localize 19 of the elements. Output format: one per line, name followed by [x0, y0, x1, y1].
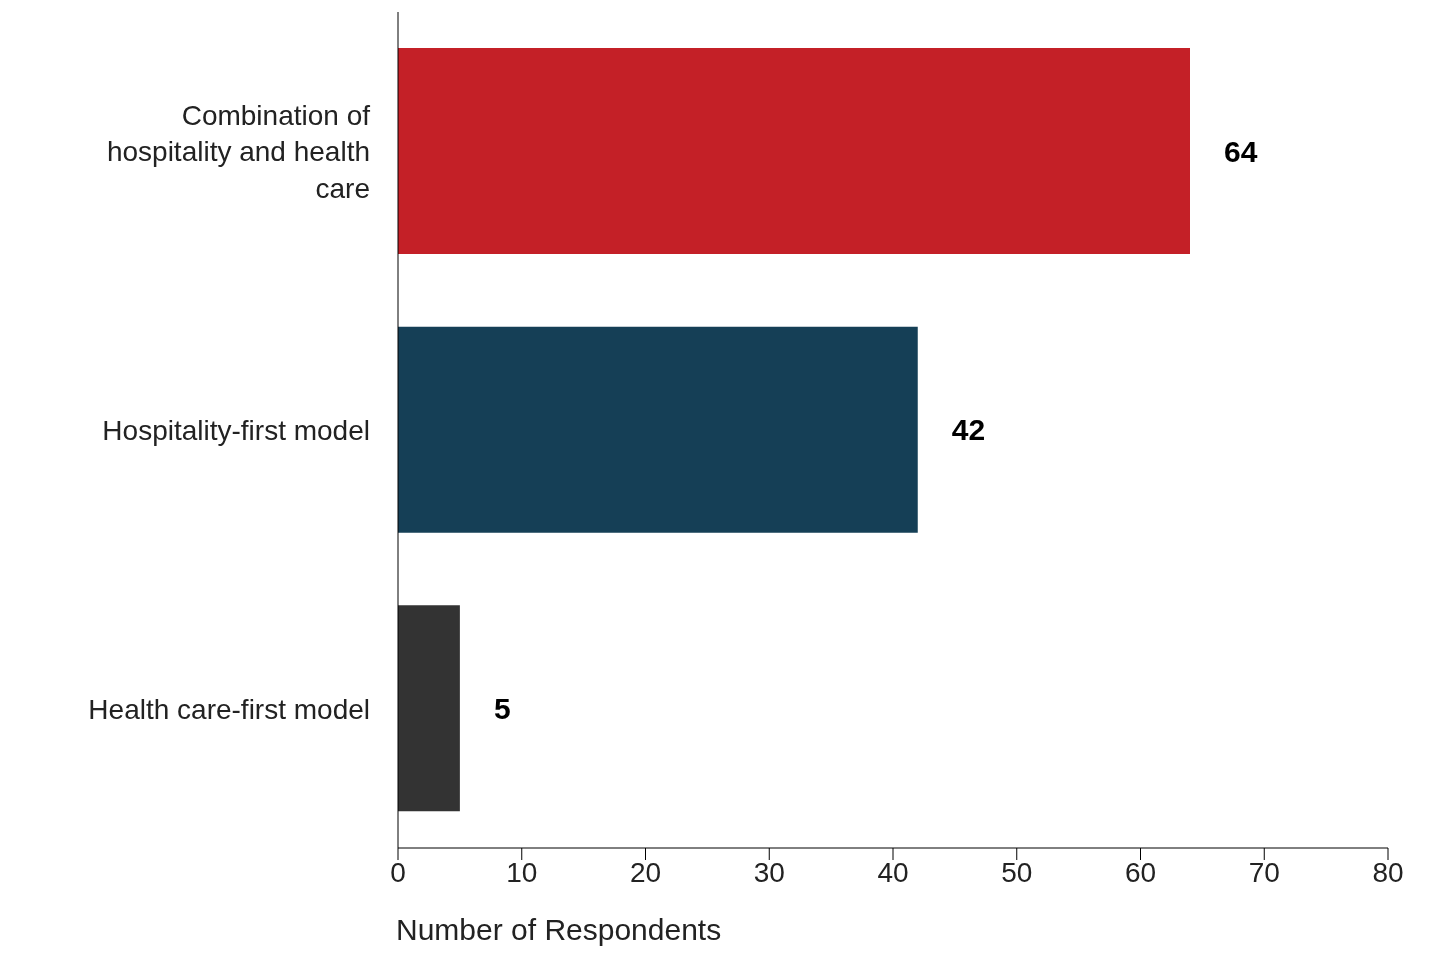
bar: [398, 605, 460, 812]
x-tick-label: 10: [506, 856, 538, 888]
x-tick-label: 60: [1124, 856, 1157, 888]
y-tick-label: Hospitality-first model: [102, 414, 370, 446]
bar: [398, 326, 918, 533]
x-tick-label: 80: [1372, 856, 1404, 888]
x-tick-label: 70: [1248, 856, 1280, 888]
data-label: 5: [493, 691, 511, 725]
y-tick-label: Health care-first model: [88, 693, 370, 725]
x-axis-title: Number of Respondents: [396, 913, 722, 946]
x-tick-label: 30: [753, 856, 785, 888]
x-tick-label: 40: [877, 856, 909, 888]
data-label: 42: [951, 413, 986, 447]
y-tick-label: Combination of hospitality and health care: [106, 99, 371, 204]
x-tick-label: 0: [390, 856, 406, 888]
data-label: 64: [1224, 134, 1258, 168]
bar: [398, 48, 1190, 254]
x-tick-label: 20: [629, 856, 662, 888]
x-tick-label: 50: [1001, 856, 1033, 888]
